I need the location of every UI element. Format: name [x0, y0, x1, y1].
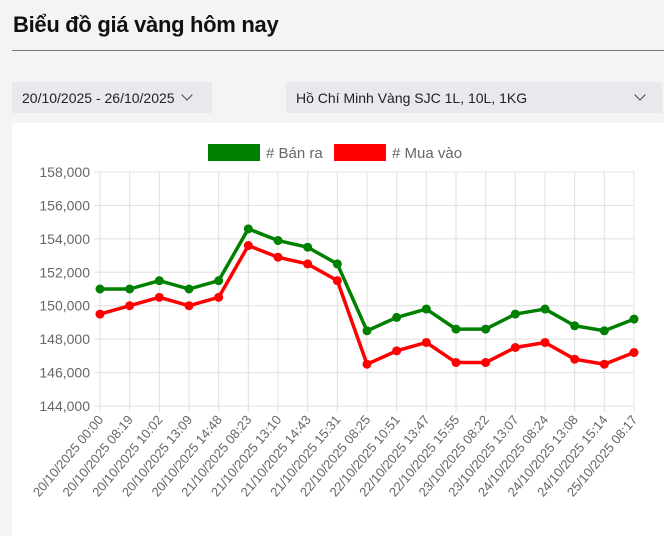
data-point	[214, 276, 224, 286]
title-divider	[12, 50, 664, 51]
data-point	[273, 236, 283, 246]
y-tick-label: 152,000	[39, 264, 90, 280]
data-point	[421, 337, 431, 347]
data-point	[303, 259, 313, 269]
data-point	[214, 292, 224, 302]
data-point	[303, 242, 313, 252]
data-point	[125, 301, 135, 311]
y-tick-label: 144,000	[39, 398, 90, 414]
data-point	[510, 343, 520, 352]
y-tick-label: 146,000	[39, 365, 90, 381]
legend-swatch	[208, 144, 260, 161]
y-tick-label: 154,000	[39, 231, 90, 247]
data-point	[629, 314, 639, 324]
y-tick-label: 148,000	[39, 331, 90, 347]
data-point	[481, 358, 491, 368]
data-point	[362, 359, 372, 369]
data-point	[243, 224, 253, 234]
y-tick-label: 158,000	[39, 164, 90, 180]
data-point	[184, 301, 194, 311]
y-tick-label: 156,000	[39, 197, 90, 213]
data-point	[421, 304, 431, 314]
data-point	[95, 309, 105, 319]
product-value: Hồ Chí Minh Vàng SJC 1L, 10L, 1KG	[296, 89, 528, 106]
data-point	[154, 292, 164, 302]
y-tick-label: 150,000	[39, 298, 90, 314]
product-dropdown[interactable]: Hồ Chí Minh Vàng SJC 1L, 10L, 1KG	[286, 82, 662, 113]
data-point	[243, 241, 253, 251]
data-point	[570, 321, 580, 331]
data-point	[332, 276, 342, 286]
date-range-value: 20/10/2025 - 26/10/2025	[22, 89, 175, 106]
data-point	[184, 284, 194, 294]
legend-label: # Mua vào	[392, 145, 462, 162]
date-range-dropdown[interactable]: 20/10/2025 - 26/10/2025	[12, 82, 212, 113]
data-point	[451, 324, 461, 334]
legend-swatch	[334, 144, 386, 161]
data-point	[332, 259, 342, 269]
data-point	[599, 359, 609, 369]
data-point	[273, 252, 283, 262]
data-point	[570, 354, 580, 364]
data-point	[481, 324, 491, 334]
data-point	[362, 326, 372, 336]
data-point	[392, 312, 402, 322]
data-point	[451, 358, 461, 368]
data-point	[510, 309, 520, 319]
data-point	[154, 276, 164, 286]
data-point	[599, 326, 609, 336]
data-point	[629, 348, 639, 358]
legend-label: # Bán ra	[266, 145, 323, 162]
data-point	[95, 284, 105, 294]
data-point	[125, 284, 135, 294]
chart-card	[12, 123, 664, 536]
data-point	[392, 346, 402, 356]
page-title: Biểu đồ giá vàng hôm nay	[13, 12, 279, 37]
data-point	[540, 304, 550, 314]
data-point	[540, 337, 550, 347]
